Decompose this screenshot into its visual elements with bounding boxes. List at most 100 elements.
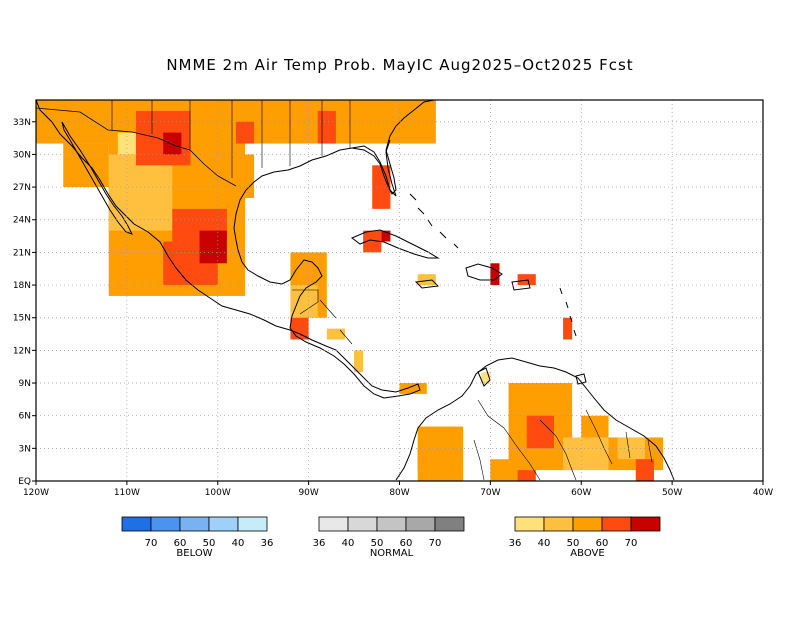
legend-swatch: [434, 516, 465, 532]
probability-cell: [517, 470, 536, 481]
coastline-jamaica: [414, 279, 440, 289]
probability-cell: [290, 317, 309, 340]
probability-cell: [581, 415, 609, 438]
lon-tick-label: 100W: [205, 488, 231, 498]
border-states: [111, 100, 351, 178]
legend-tick-label: 40: [342, 538, 355, 549]
lon-tick-label: 40W: [753, 488, 773, 498]
legend-tick-label: 50: [567, 538, 580, 549]
lat-tick-label: 9N: [19, 379, 31, 389]
coastlines: [35, 99, 675, 481]
legend-swatch: [514, 516, 545, 532]
lat-tick-label: 21N: [13, 248, 31, 258]
legend-tick-label: 36: [261, 538, 274, 549]
legend-tick-label: 40: [232, 538, 245, 549]
probability-cell: [326, 328, 345, 340]
probability-cell: [317, 110, 336, 144]
lat-tick-label: 27N: [13, 183, 31, 193]
legend-below: 70 60 50 40 36 BELOW: [121, 516, 274, 559]
legend-tick-label: 36: [509, 538, 522, 549]
legend-swatch: [601, 516, 632, 532]
probability-cell: [417, 274, 436, 286]
coastline-hispaniola: [465, 263, 503, 281]
lon-tick-label: 60W: [571, 488, 591, 498]
lon-tick-label: 50W: [662, 488, 682, 498]
lat-tick-label: 12N: [13, 346, 31, 356]
probability-cell: [481, 372, 491, 384]
lat-tick-label: 24N: [13, 216, 31, 226]
coastline-florida: [351, 139, 397, 197]
lon-tick-label: 90W: [298, 488, 318, 498]
legend-swatch: [572, 516, 603, 532]
legend-category-label: ABOVE: [570, 548, 604, 559]
lat-tick-label: 30N: [13, 150, 31, 160]
lat-tick-label: 3N: [19, 444, 31, 454]
lon-tick-label: 70W: [480, 488, 500, 498]
probability-cell: [617, 437, 645, 460]
probability-cell: [417, 426, 464, 481]
legend-swatch: [630, 516, 661, 532]
probability-cell: [163, 132, 182, 155]
probability-cell: [354, 350, 364, 373]
legend: 70 60 50 40 36 BELOW 36 40 50 60 70 NORMAL 36 40 50 6…: [121, 516, 661, 559]
lat-tick-label: 33N: [13, 118, 31, 128]
probability-cell: [235, 121, 255, 144]
probability-cell: [563, 437, 609, 471]
probability-cell: [108, 154, 173, 231]
legend-swatch: [376, 516, 407, 532]
legend-swatch: [121, 516, 152, 532]
lat-tick-label: 18N: [13, 281, 31, 291]
probability-cells: [36, 100, 664, 481]
coastline-maracaibo: [477, 367, 491, 387]
coastline-bahamas: [409, 193, 459, 249]
legend-tick-label: 60: [400, 538, 413, 549]
lat-tick-label: EQ: [18, 477, 31, 487]
map-title: NMME 2m Air Temp Prob. MayIC Aug2025–Oct…: [166, 56, 634, 74]
border-us-mexico: [35, 107, 237, 187]
legend-swatch: [208, 516, 239, 532]
probability-cell: [526, 415, 554, 449]
legend-swatch: [237, 516, 268, 532]
legend-swatch: [543, 516, 574, 532]
legend-swatch: [318, 516, 349, 532]
probability-cell: [635, 459, 654, 481]
legend-tick-label: 50: [371, 538, 384, 549]
probability-cell: [490, 459, 527, 481]
legend-above: 36 40 50 60 70 ABOVE: [509, 516, 661, 559]
legend-swatch: [179, 516, 210, 532]
legend-tick-label: 70: [145, 538, 158, 549]
coastline-puerto-rico: [511, 279, 531, 291]
probability-cell: [63, 143, 109, 188]
coastline-south-america: [395, 357, 675, 481]
probability-cell: [199, 230, 227, 264]
latitude-tick-labels: EQ 3N 6N 9N 12N 15N 18N 21N 24N 27N 30N 33N: [13, 118, 36, 487]
probability-cell: [372, 165, 391, 209]
probability-cell: [381, 230, 391, 242]
coastline-baja: [61, 121, 133, 235]
probability-cell: [399, 383, 427, 394]
border-central-america: [292, 289, 353, 345]
coastline-trinidad: [575, 373, 587, 385]
legend-tick-label: 60: [174, 538, 187, 549]
legend-tick-label: 70: [429, 538, 442, 549]
legend-tick-label: 60: [596, 538, 609, 549]
legend-normal: 36 40 50 60 70 NORMAL: [313, 516, 465, 559]
coastline-cuba: [351, 229, 440, 259]
longitude-tick-labels: 120W 110W 100W 90W 80W 70W 60W 50W 40W: [23, 481, 773, 498]
probability-cell: [490, 263, 500, 286]
legend-swatch: [405, 516, 436, 532]
probability-cell: [563, 317, 573, 340]
legend-category-label: BELOW: [176, 548, 212, 559]
legend-tick-label: 40: [538, 538, 551, 549]
probability-cell: [135, 110, 191, 166]
lon-tick-label: 120W: [23, 488, 49, 498]
coastline-lesser-antilles: [559, 287, 577, 337]
probability-cell: [517, 274, 536, 286]
lat-tick-label: 6N: [19, 412, 31, 422]
lon-tick-label: 110W: [114, 488, 140, 498]
legend-category-label: NORMAL: [370, 548, 414, 559]
legend-tick-label: 70: [625, 538, 638, 549]
lon-tick-label: 80W: [389, 488, 409, 498]
legend-swatch: [347, 516, 378, 532]
